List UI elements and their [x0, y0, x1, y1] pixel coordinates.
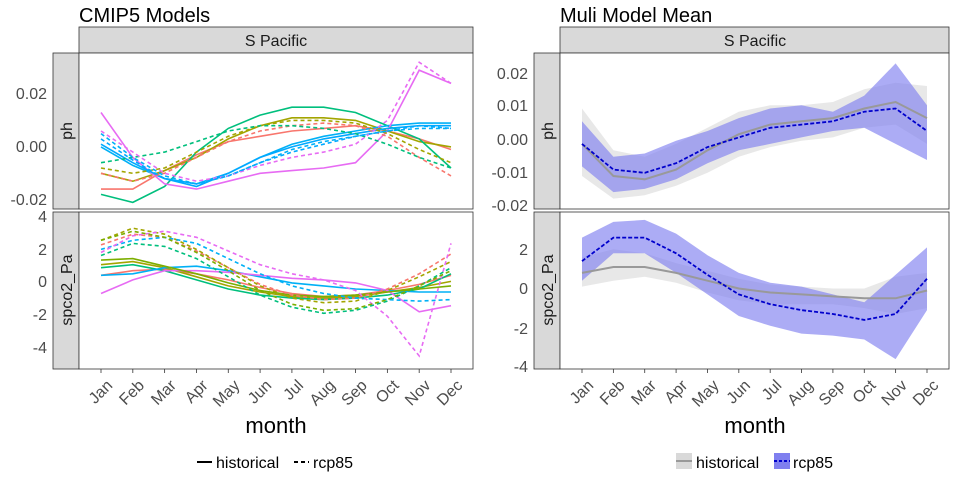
left-figure-title: CMIP5 Models — [79, 5, 210, 27]
left-row-strip-spco2-label: spco2_Pa — [59, 254, 76, 325]
left-spco2-ytick-label: -4 — [33, 340, 47, 357]
right-figure-title: Muli Model Mean — [560, 5, 712, 27]
legend-label-historical: historical — [216, 455, 279, 472]
right-ph-ytick-label: -0.02 — [492, 198, 529, 215]
rcp85-series-line — [100, 233, 452, 301]
right-facet-strip — [559, 26, 950, 54]
historical-series-line — [100, 269, 452, 313]
left-spco2-lines — [100, 227, 452, 358]
legend-label-rcp85: rcp85 — [313, 455, 353, 472]
right-ph-ytick-label: 0.00 — [497, 132, 528, 149]
right-ph-ytick-label: -0.01 — [492, 165, 529, 182]
rcp85-series-line — [100, 119, 452, 175]
right-facet-strip-label: S Pacific — [724, 33, 786, 50]
left-row-strip-ph — [52, 52, 80, 210]
right-spco2-yaxis: 2 0 -2 -4 — [514, 242, 528, 376]
historical-mean-line — [581, 100, 928, 181]
right-spco2-ytick-label: -2 — [514, 321, 528, 338]
left-spco2-ytick-label: -2 — [33, 307, 47, 324]
right-legend: historical rcp85 — [676, 453, 833, 472]
legend-label-historical: historical — [696, 455, 759, 472]
rcp85-series-line — [100, 230, 452, 358]
right-spco2-ytick-label: 2 — [519, 242, 528, 259]
historical-series-line — [100, 69, 452, 190]
right-xaxis-title: month — [724, 413, 785, 438]
rcp85-series-line — [100, 124, 452, 169]
right-spco2-ytick-label: -4 — [514, 359, 528, 376]
right-ph-yaxis: 0.02 0.01 0.00 -0.01 -0.02 — [492, 66, 529, 215]
rcp85-ribbon — [582, 63, 927, 193]
right-spco2-plot — [581, 219, 928, 360]
left-ph-yaxis: 0.02 0.00 -0.02 — [11, 86, 48, 209]
left-row-strip-spco2 — [52, 211, 80, 370]
historical-mean-line — [581, 266, 928, 300]
left-ph-ytick-label: -0.02 — [11, 192, 48, 209]
historical-series-line — [100, 124, 451, 188]
left-ph-ytick-label: 0.02 — [16, 86, 47, 103]
legend-label-rcp85: rcp85 — [793, 455, 833, 472]
right-spco2-ytick-label: 0 — [519, 281, 528, 298]
left-xaxis-title: month — [245, 413, 306, 438]
right-ph-ytick-label: 0.01 — [497, 98, 528, 115]
left-ph-lines — [100, 61, 452, 204]
right-row-strip-ph-label: ph — [540, 122, 557, 140]
left-facet-strip-label: S Pacific — [245, 33, 307, 50]
rcp85-series-line — [100, 236, 452, 302]
rcp85-mean-line — [581, 236, 928, 321]
left-spco2-yaxis: 4 2 0 -2 -4 — [33, 209, 47, 357]
rcp85-mean-line — [581, 107, 928, 174]
left-legend: historical rcp85 — [197, 455, 353, 472]
left-ph-ytick-label: 0.00 — [16, 139, 47, 156]
right-row-strip-ph — [533, 52, 561, 210]
left-spco2-ytick-label: 4 — [38, 209, 47, 226]
left-spco2-ytick-label: 2 — [38, 242, 47, 259]
left-spco2-ytick-label: 0 — [38, 274, 47, 291]
rcp85-series-line — [100, 230, 452, 312]
rcp85-series-line — [100, 61, 452, 183]
rcp85-series-line — [100, 242, 452, 315]
rcp85-series-line — [100, 124, 452, 185]
left-row-strip-ph-label: ph — [59, 122, 76, 140]
right-ph-plot — [581, 63, 928, 199]
rcp85-series-line — [100, 127, 451, 185]
rcp85-series-line — [100, 227, 452, 304]
left-facet-strip — [78, 26, 474, 54]
right-ph-ytick-label: 0.02 — [497, 66, 528, 83]
right-row-strip-spco2 — [533, 211, 561, 370]
right-row-strip-spco2-label: spco2_Pa — [540, 254, 557, 325]
